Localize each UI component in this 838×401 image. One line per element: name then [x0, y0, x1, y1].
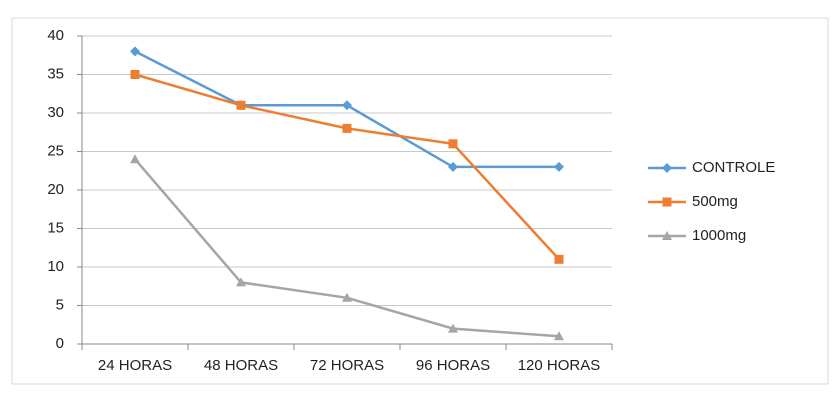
- data-point: [130, 70, 140, 79]
- legend-label: CONTROLE: [692, 159, 775, 176]
- data-point: [236, 277, 246, 287]
- y-tick-label: 30: [47, 104, 64, 121]
- data-point: [342, 292, 352, 302]
- data-point: [554, 161, 564, 172]
- x-tick-label: 96 HORAS: [416, 357, 490, 374]
- y-tick-label: 0: [56, 335, 64, 352]
- y-tick-label: 35: [47, 65, 64, 82]
- data-point: [448, 161, 458, 172]
- x-tick-label: 48 HORAS: [204, 357, 278, 374]
- x-tick-label: 72 HORAS: [310, 357, 384, 374]
- legend-marker: [662, 197, 672, 207]
- series-line: [134, 158, 560, 338]
- data-point: [342, 123, 352, 133]
- legend-marker: [662, 231, 672, 240]
- data-point: [342, 100, 352, 111]
- y-tick-label: 10: [47, 258, 64, 275]
- data-point: [448, 323, 458, 333]
- legend-marker: [662, 163, 672, 173]
- y-tick-label: 40: [47, 27, 64, 44]
- legend-label: 1000mg: [692, 227, 746, 244]
- data-point: [130, 154, 140, 164]
- y-tick-label: 15: [47, 219, 64, 236]
- y-tick-label: 20: [47, 181, 64, 198]
- data-point: [236, 100, 246, 110]
- y-tick-label: 25: [47, 142, 64, 159]
- data-point: [554, 254, 564, 264]
- data-point: [448, 139, 458, 149]
- chart-frame: [11, 17, 829, 385]
- legend-label: 500mg: [692, 193, 738, 210]
- y-tick-label: 5: [56, 296, 64, 313]
- data-point: [554, 331, 564, 341]
- data-point: [130, 46, 140, 57]
- x-tick-label: 24 HORAS: [98, 357, 172, 374]
- x-tick-label: 120 HORAS: [518, 357, 601, 374]
